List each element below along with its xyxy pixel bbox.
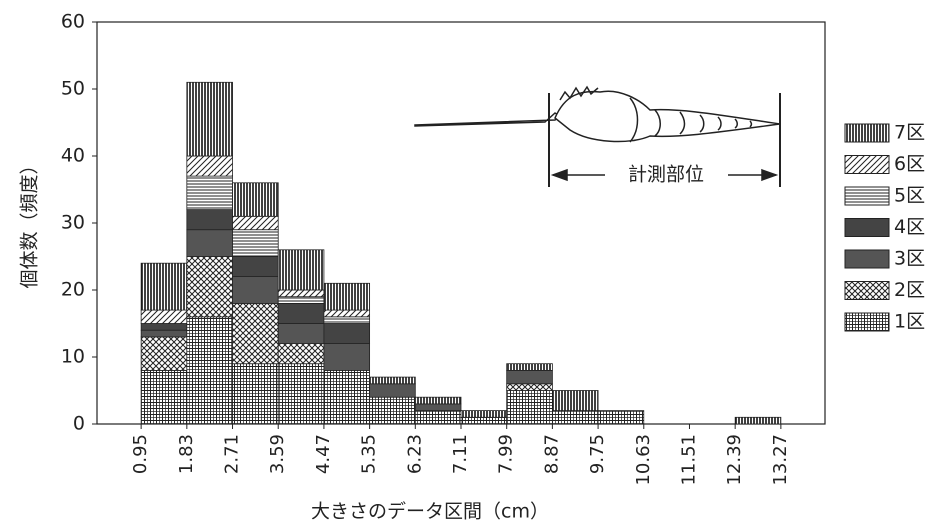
shell-illustration: [415, 87, 780, 187]
annotation: 計測部位: [628, 164, 704, 186]
bar-segment: [507, 391, 553, 425]
bar-segment: [187, 317, 233, 424]
legend-swatch: [845, 313, 889, 331]
bar-segment: [187, 156, 233, 176]
legend-label: 7区: [894, 122, 925, 144]
bar-segment: [324, 283, 370, 310]
legend-label: 5区: [894, 185, 925, 207]
y-tick-label: 30: [61, 212, 85, 234]
legend-label: 3区: [894, 248, 925, 270]
x-tick-label: 12.39: [724, 434, 745, 486]
x-tick-label: 1.83: [176, 434, 197, 474]
legend-swatch: [845, 187, 889, 205]
legend-swatch: [845, 156, 889, 174]
legend-label: 6区: [894, 153, 925, 175]
bar-segment: [233, 216, 279, 229]
bar-segment: [278, 250, 324, 290]
legend-swatch: [845, 124, 889, 142]
x-tick-label: 8.87: [541, 434, 562, 474]
bar-segment: [278, 364, 324, 424]
bar-segment: [233, 364, 279, 424]
y-tick-label: 10: [61, 346, 85, 368]
legend-label: 2区: [894, 279, 925, 301]
bar-segment: [187, 257, 233, 317]
bar-segment: [141, 310, 187, 323]
bar-segment: [324, 310, 370, 317]
x-tick-label: 5.35: [359, 434, 380, 474]
x-tick-label: 9.75: [587, 434, 608, 474]
bar-segment: [233, 257, 279, 277]
bar-segment: [324, 370, 370, 424]
bar-segment: [415, 397, 461, 404]
x-tick-label: 13.27: [770, 434, 791, 486]
bar-segment: [415, 411, 461, 424]
bar-segment: [552, 391, 598, 411]
bar-segment: [598, 411, 644, 424]
y-tick-label: 20: [61, 279, 85, 301]
bar-segment: [507, 370, 553, 383]
bar-segment: [187, 176, 233, 210]
bar-segment: [552, 411, 598, 424]
bar-segment: [278, 297, 324, 304]
y-tick-label: 0: [73, 413, 85, 435]
x-tick-label: 3.59: [267, 434, 288, 474]
bar-segment: [507, 384, 553, 391]
x-tick-label: 6.23: [404, 434, 425, 474]
bar-segment: [141, 263, 187, 310]
bar-segment: [187, 230, 233, 257]
bar-segment: [233, 230, 279, 257]
x-tick-label: 10.63: [633, 434, 654, 486]
bar-segment: [370, 384, 416, 397]
legend-swatch: [845, 250, 889, 268]
y-tick-label: 40: [61, 145, 85, 167]
x-tick-label: 2.71: [222, 434, 243, 474]
x-tick-label: 4.47: [313, 434, 334, 474]
legend-swatch: [845, 219, 889, 237]
x-tick-label: 7.99: [496, 434, 517, 474]
bar-segment: [278, 303, 324, 323]
bar-segment: [324, 324, 370, 344]
bar-segment: [735, 417, 781, 424]
bar-segment: [324, 344, 370, 371]
bar-segment: [141, 330, 187, 337]
bar-segment: [370, 377, 416, 384]
legend-label: 1区: [894, 311, 925, 333]
bar-segment: [278, 324, 324, 344]
bar-segment: [278, 290, 324, 297]
bar-segment: [461, 411, 507, 418]
y-axis-label: 個体数（頻度）: [19, 155, 41, 288]
bar-segment: [278, 344, 324, 364]
bar-segment: [141, 370, 187, 424]
x-axis-label: 大きさのデータ区間（cm）: [311, 501, 549, 523]
x-tick-label: 11.51: [678, 434, 699, 486]
bar-segment: [141, 324, 187, 331]
bar-segment: [141, 337, 187, 371]
bar-segment: [233, 303, 279, 363]
legend-label: 4区: [894, 216, 925, 238]
bar-segment: [324, 317, 370, 324]
bar-segment: [233, 183, 279, 217]
bar-segment: [187, 82, 233, 156]
y-tick-label: 50: [61, 78, 85, 100]
x-tick-label: 0.95: [130, 434, 151, 474]
bar-segment: [370, 397, 416, 424]
bar-segment: [461, 417, 507, 424]
y-tick-label: 60: [61, 11, 85, 33]
x-tick-label: 7.11: [450, 434, 471, 474]
bar-segment: [507, 364, 553, 371]
chart: 個体数（頻度） 大きさのデータ区間（cm） 計測部位 0 10 20 30 40 50 60…: [0, 0, 939, 525]
legend-swatch: [845, 282, 889, 300]
bar-segment: [415, 404, 461, 411]
bar-segment: [233, 277, 279, 304]
bar-segment: [187, 210, 233, 230]
